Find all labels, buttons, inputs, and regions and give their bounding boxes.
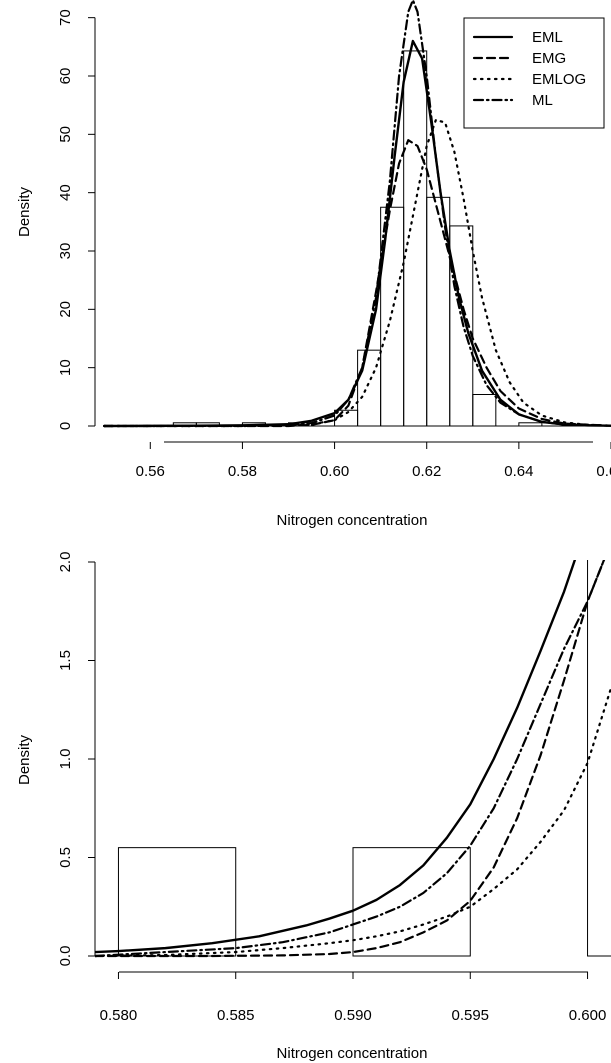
y-tick-label: 2.0 [57, 552, 74, 573]
y-tick-label: 70 [57, 9, 74, 26]
curve-ml [95, 560, 606, 958]
curve-ml [103, 0, 611, 428]
top-y-axis: 0 10 20 30 40 50 60 70 [57, 9, 96, 430]
x-tick-label: 0.600 [569, 1007, 607, 1024]
curve-eml [103, 39, 611, 428]
y-tick-label: 40 [57, 184, 74, 201]
y-tick-label: 0.5 [57, 847, 74, 868]
top-x-axis: 0.56 0.58 0.60 0.62 0.64 0.66 [136, 441, 611, 480]
x-tick-label: 0.62 [412, 463, 441, 480]
top-density-curves [103, 0, 611, 428]
x-tick-label: 0.56 [136, 463, 165, 480]
x-tick-label: 0.580 [100, 1007, 138, 1024]
legend-label-emlog: EMLOG [532, 71, 586, 88]
histogram-bar [587, 560, 611, 957]
y-tick-label: 1.0 [57, 749, 74, 770]
legend: EML EMG EMLOG ML [463, 17, 605, 129]
curve-emlog [103, 118, 611, 428]
curve-emg [103, 139, 611, 428]
x-tick-label: 0.585 [217, 1007, 255, 1024]
x-tick-label: 0.64 [504, 463, 533, 480]
bottom-y-axis: 0.0 0.5 1.0 1.5 2.0 [57, 552, 96, 967]
y-tick-label: 50 [57, 126, 74, 143]
histogram-bar [403, 50, 428, 427]
y-tick-label: 0.0 [57, 946, 74, 967]
y-tick-label: 60 [57, 68, 74, 85]
bottom-y-axis-label: Density [16, 734, 33, 785]
y-tick-label: 10 [57, 359, 74, 376]
x-tick-label: 0.590 [334, 1007, 372, 1024]
legend-label-ml: ML [532, 92, 553, 109]
curve-emlog [95, 686, 611, 958]
bottom-density-curves [95, 560, 611, 958]
bottom-x-axis-label: Nitrogen concentration [277, 1045, 428, 1062]
histogram-bar [357, 349, 382, 427]
y-tick-label: 0 [57, 422, 74, 430]
bottom-histogram-panel: 0.580 0.585 0.590 0.595 0.600 0.0 0.5 1.0 1.5 2.… [16, 552, 611, 1062]
histogram-bar [472, 394, 497, 427]
bottom-x-axis: 0.580 0.585 0.590 0.595 0.600 [100, 971, 607, 1024]
y-tick-label: 30 [57, 243, 74, 260]
top-x-axis-label: Nitrogen concentration [277, 512, 428, 529]
legend-box [463, 17, 605, 129]
histogram-bar [117, 847, 237, 957]
curve-eml [95, 560, 577, 954]
top-histogram-panel: 0.56 0.58 0.60 0.62 0.64 0.66 0 10 20 30 40 50 60 70… [16, 0, 611, 529]
x-tick-label: 0.60 [320, 463, 349, 480]
curve-emg [95, 560, 606, 958]
x-tick-label: 0.58 [228, 463, 257, 480]
y-tick-label: 1.5 [57, 650, 74, 671]
legend-label-emg: EMG [532, 50, 566, 67]
x-tick-label: 0.595 [451, 1007, 489, 1024]
top-y-axis-label: Density [16, 186, 33, 237]
y-tick-label: 20 [57, 301, 74, 318]
legend-label-eml: EML [532, 29, 563, 46]
histogram-bar [352, 847, 471, 957]
bottom-histogram-bars [117, 560, 611, 957]
x-tick-label: 0.66 [596, 463, 611, 480]
